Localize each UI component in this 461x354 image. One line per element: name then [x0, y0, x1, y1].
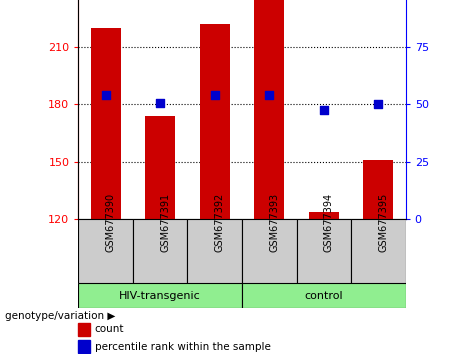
Text: genotype/variation ▶: genotype/variation ▶ [5, 311, 115, 321]
Bar [309, 212, 339, 219]
FancyBboxPatch shape [242, 283, 406, 308]
Text: GSM677392: GSM677392 [215, 193, 225, 252]
Bar [363, 160, 393, 219]
FancyBboxPatch shape [133, 219, 188, 283]
Text: HIV-transgenic: HIV-transgenic [119, 291, 201, 301]
Text: count: count [95, 324, 124, 334]
Bar [78, 340, 90, 353]
Bar [145, 116, 175, 219]
Point [102, 92, 109, 98]
Text: GSM677393: GSM677393 [269, 193, 279, 252]
Point [320, 107, 327, 113]
Point [211, 92, 219, 98]
FancyBboxPatch shape [296, 219, 351, 283]
Bar [200, 24, 230, 219]
Point [157, 100, 164, 105]
Text: GSM677395: GSM677395 [378, 193, 389, 252]
Bar [254, 0, 284, 219]
Point [375, 102, 382, 107]
Text: percentile rank within the sample: percentile rank within the sample [95, 342, 271, 352]
FancyBboxPatch shape [188, 219, 242, 283]
Text: control: control [305, 291, 343, 301]
FancyBboxPatch shape [78, 283, 242, 308]
Bar [91, 28, 121, 219]
Text: GSM677391: GSM677391 [160, 193, 170, 252]
Bar [78, 323, 90, 336]
FancyBboxPatch shape [78, 219, 133, 283]
Point [266, 92, 273, 98]
Text: GSM677394: GSM677394 [324, 193, 334, 252]
FancyBboxPatch shape [242, 219, 296, 283]
FancyBboxPatch shape [351, 219, 406, 283]
Text: GSM677390: GSM677390 [106, 193, 116, 252]
